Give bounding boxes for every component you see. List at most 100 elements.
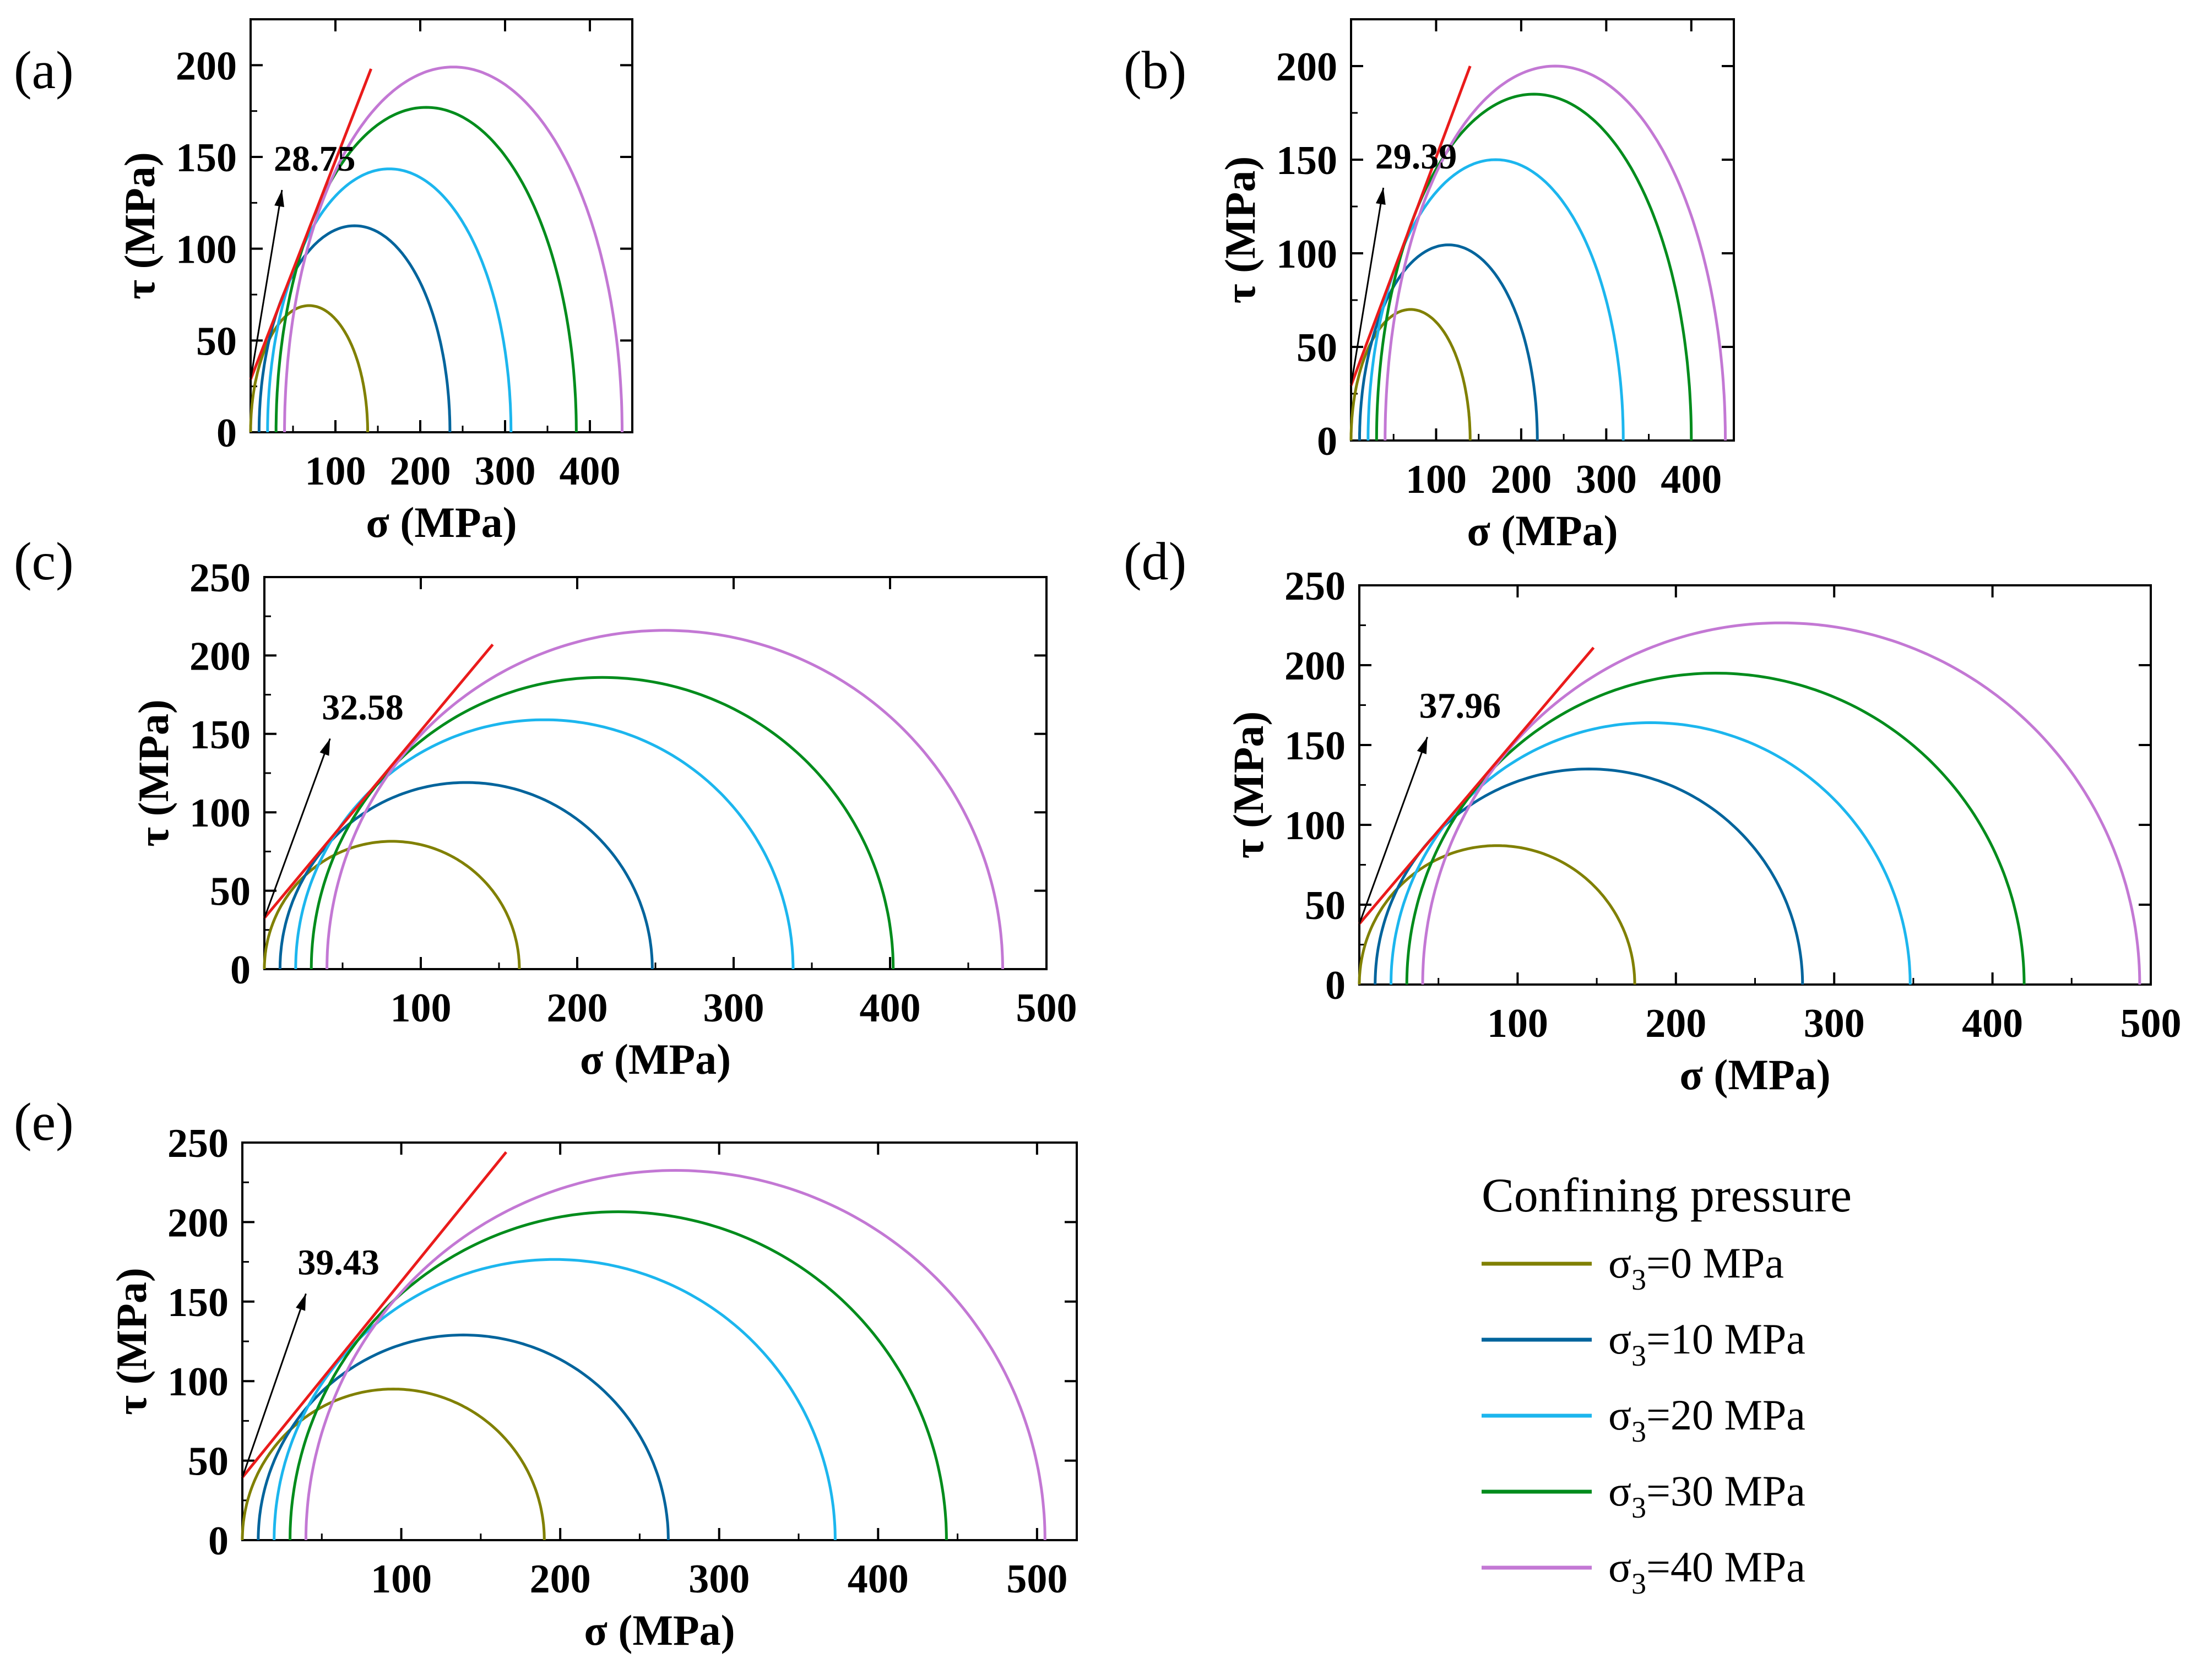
x-tick-label: 500: [2120, 1001, 2182, 1046]
legend-entry-label: σ3=0 MPa: [1608, 1239, 1784, 1296]
y-axis-title: τ (MPa): [107, 1268, 155, 1415]
x-tick-label: 400: [848, 1557, 909, 1602]
y-tick-label: 200: [167, 1200, 229, 1246]
y-tick-label: 0: [230, 948, 251, 993]
mohr-circle-sigma3-20: [273, 1258, 837, 1541]
legend: Confining pressure σ3=0 MPa σ3=10 MPa σ3=2…: [1482, 1169, 1852, 1600]
annotation-arrow-line: [241, 1293, 307, 1478]
y-axis-title: τ (MPa): [129, 699, 177, 847]
y-tick-label: 150: [1276, 138, 1337, 183]
mohr-circle-sigma3-0: [1358, 844, 1636, 985]
intercept-annotation: 32.58: [322, 687, 404, 727]
x-tick-label: 100: [1487, 1001, 1548, 1046]
y-tick-label: 250: [1284, 564, 1346, 609]
chart-panel: (c) 100 200 300 400 500 0 50 100 150 200 250 σ (MPa)…: [14, 532, 1077, 1083]
y-tick-label: 0: [1317, 419, 1337, 464]
annotation-arrow-head: [1417, 737, 1428, 754]
axes-frame: [250, 18, 633, 433]
mohr-circle-sigma3-10: [257, 224, 452, 432]
y-axis-title: τ (MPa): [1216, 156, 1264, 304]
mohr-circle-sigma3-40: [283, 66, 623, 432]
annotation-arrow-line: [1350, 187, 1385, 386]
intercept-annotation: 39.43: [297, 1242, 379, 1282]
chart-panel: (e) 100 200 300 400 500 0 50 100 150 200 250 σ (MPa)…: [14, 1092, 1078, 1654]
y-tick-label: 0: [1325, 963, 1346, 1008]
y-tick-label: 250: [167, 1121, 229, 1166]
y-tick-label: 0: [216, 411, 237, 456]
annotation-arrow-head: [274, 190, 284, 208]
chart-panel: (d) 100 200 300 400 500 0 50 100 150 200 250 σ (MPa)…: [1124, 532, 2182, 1099]
y-tick-label: 50: [188, 1439, 229, 1485]
y-axis-title: τ (MPa): [116, 152, 164, 300]
annotation-arrow-line: [263, 738, 331, 918]
x-tick-label: 200: [390, 449, 451, 494]
x-tick-label: 200: [530, 1557, 591, 1602]
intercept-annotation: 28.75: [274, 139, 355, 179]
mohr-circle-sigma3-40: [1384, 64, 1727, 441]
y-tick-label: 250: [189, 556, 251, 601]
x-tick-label: 300: [475, 449, 536, 494]
x-tick-label: 200: [1645, 1001, 1706, 1046]
panel-label: (c): [14, 532, 74, 591]
legend-entry-label: σ3=40 MPa: [1608, 1543, 1805, 1600]
x-tick-label: 100: [305, 449, 366, 494]
mohr-circle-sigma3-10: [278, 781, 654, 970]
y-tick-label: 50: [1297, 325, 1337, 371]
axes-frame: [1350, 18, 1735, 442]
x-tick-label: 400: [860, 986, 921, 1031]
x-axis-title: σ (MPa): [1679, 1051, 1830, 1099]
x-axis-title: σ (MPa): [580, 1035, 731, 1083]
mohr-circle-sigma3-10: [1374, 767, 1804, 985]
mohr-circle-sigma3-30: [1405, 671, 2026, 985]
x-axis-title: σ (MPa): [1467, 507, 1618, 554]
intercept-annotation: 37.96: [1419, 686, 1501, 726]
mohr-circle-sigma3-10: [257, 1333, 670, 1541]
y-tick-label: 50: [196, 319, 237, 364]
y-tick-label: 150: [167, 1280, 229, 1325]
y-tick-label: 200: [176, 44, 237, 89]
y-tick-label: 100: [1276, 232, 1337, 277]
strength-envelope-line: [249, 68, 373, 380]
y-tick-label: 100: [167, 1360, 229, 1405]
mohr-circle-sigma3-40: [304, 1168, 1046, 1541]
strength-envelope-line: [1349, 66, 1472, 386]
mohr-circle-sigma3-30: [1375, 93, 1693, 441]
mohr-circle-sigma3-30: [310, 676, 895, 970]
x-tick-label: 400: [560, 449, 621, 494]
strength-envelope-line: [263, 643, 494, 919]
annotation-arrow-head: [1375, 188, 1386, 205]
legend-title: Confining pressure: [1482, 1169, 1852, 1222]
y-tick-label: 0: [208, 1519, 229, 1564]
strength-envelope-line: [1358, 646, 1595, 925]
legend-entry-label: σ3=20 MPa: [1608, 1391, 1805, 1448]
y-tick-label: 100: [176, 227, 237, 273]
x-tick-label: 400: [1962, 1001, 2023, 1046]
panel-label: (b): [1124, 41, 1186, 100]
mohr-circle-sigma3-0: [263, 840, 521, 969]
mohr-circle-sigma3-20: [294, 718, 795, 970]
y-tick-label: 100: [1284, 803, 1346, 849]
x-tick-label: 400: [1661, 457, 1722, 502]
y-tick-label: 50: [210, 869, 251, 915]
mohr-circle-sigma3-30: [289, 1210, 948, 1541]
panel-label: (e): [14, 1092, 74, 1152]
y-tick-label: 150: [189, 713, 251, 758]
x-tick-label: 300: [1576, 457, 1637, 502]
x-axis-title: σ (MPa): [366, 498, 517, 546]
intercept-annotation: 29.39: [1375, 137, 1457, 177]
mohr-circle-sigma3-10: [1358, 243, 1539, 441]
x-tick-label: 200: [1490, 457, 1552, 502]
mohr-circle-sigma3-0: [241, 1388, 546, 1541]
annotation-arrow-line: [250, 189, 283, 380]
legend-entry-label: σ3=30 MPa: [1608, 1467, 1805, 1524]
mohr-circle-sigma3-20: [1366, 158, 1625, 441]
x-axis-title: σ (MPa): [584, 1606, 735, 1654]
x-tick-label: 300: [703, 986, 764, 1031]
x-tick-label: 300: [688, 1557, 750, 1602]
panel-label: (a): [14, 41, 74, 100]
y-axis-title: τ (MPa): [1224, 711, 1272, 859]
x-tick-label: 500: [1016, 986, 1077, 1031]
legend-entry-label: σ3=10 MPa: [1608, 1315, 1805, 1372]
